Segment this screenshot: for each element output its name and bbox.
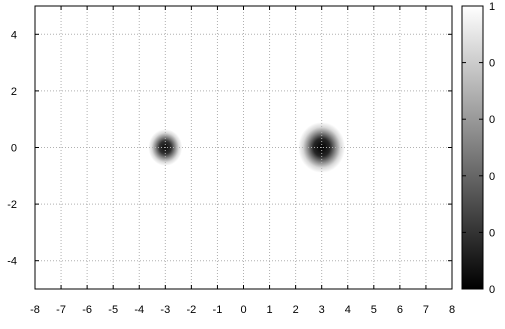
y-tick-label: 4 [11, 29, 17, 41]
plot-area [34, 5, 453, 290]
y-tick-label: -2 [7, 199, 17, 211]
x-tick-label: 0 [240, 304, 246, 316]
y-tick-label: -4 [7, 256, 17, 268]
colorbar-tick-label: 0 [489, 58, 495, 70]
x-tick-label: 3 [319, 304, 325, 316]
x-tick-label: -8 [30, 304, 40, 316]
x-tick-label: -4 [134, 304, 144, 316]
x-tick-label: -7 [56, 304, 66, 316]
x-tick-label: 5 [371, 304, 377, 316]
x-tick-label: -2 [186, 304, 196, 316]
x-axis: -8 -7 -6 -5 -4 -3 -2 -1 0 1 2 3 4 5 6 7 8 [30, 6, 455, 316]
x-tick-label: -1 [213, 304, 223, 316]
colorbar-gradient [461, 5, 484, 290]
y-axis: 4 2 0 -2 -4 [7, 29, 452, 268]
x-tick-label: 6 [397, 304, 403, 316]
colorbar-tick-label: 1 [489, 1, 495, 13]
colorbar: 1 0 0 0 0 0 [461, 1, 495, 296]
x-tick-label: 7 [423, 304, 429, 316]
x-tick-label: 8 [449, 304, 455, 316]
y-tick-label: 2 [11, 86, 17, 98]
colorbar-tick-label: 0 [489, 227, 495, 239]
x-tick-label: -3 [160, 304, 170, 316]
x-tick-label: -6 [82, 304, 92, 316]
x-tick-label: 2 [293, 304, 299, 316]
x-tick-label: 1 [267, 304, 273, 316]
x-tick-label: 4 [345, 304, 351, 316]
colorbar-tick-label: 0 [489, 284, 495, 296]
y-tick-label: 0 [11, 143, 17, 155]
x-tick-label: -5 [108, 304, 118, 316]
colorbar-tick-label: 0 [489, 171, 495, 183]
colorbar-tick-label: 0 [489, 114, 495, 126]
